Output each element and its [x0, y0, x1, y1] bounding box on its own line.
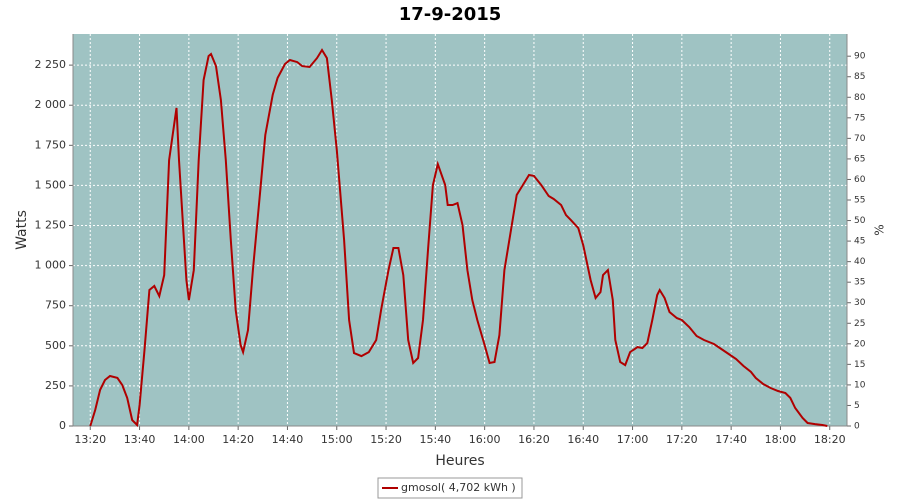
y2-tick-label: 5: [854, 401, 860, 411]
y-tick-label: 0: [59, 419, 66, 432]
y2-tick-label: 35: [854, 278, 865, 288]
y2-tick-label: 50: [854, 216, 866, 226]
y2-tick-label: 70: [854, 134, 866, 144]
y2-tick-label: 65: [854, 154, 865, 164]
x-tick-label: 16:20: [518, 433, 550, 446]
x-tick-label: 17:20: [666, 433, 698, 446]
x-tick-label: 18:20: [814, 433, 846, 446]
x-tick-label: 17:40: [715, 433, 747, 446]
y2-tick-label: 85: [854, 72, 865, 82]
y2-tick-label: 55: [854, 196, 865, 206]
y-tick-label: 2 250: [35, 58, 67, 71]
y-tick-label: 750: [45, 299, 66, 312]
x-tick-label: 15:40: [419, 433, 451, 446]
x-tick-label: 15:00: [321, 433, 353, 446]
y2-axis-label: %: [873, 224, 887, 235]
x-tick-label: 16:40: [567, 433, 599, 446]
x-tick-label: 16:00: [469, 433, 501, 446]
chart-title: 17-9-2015: [399, 4, 502, 25]
y2-tick-label: 90: [854, 52, 866, 62]
y2-tick-label: 30: [854, 298, 866, 308]
x-tick-label: 14:00: [173, 433, 205, 446]
y2-tick-label: 0: [854, 422, 860, 432]
y2-tick-label: 45: [854, 237, 865, 247]
y2-tick-label: 15: [854, 360, 865, 370]
x-tick-label: 17:00: [617, 433, 649, 446]
x-tick-label: 15:20: [370, 433, 402, 446]
x-tick-label: 13:20: [74, 433, 106, 446]
x-axis-label: Heures: [435, 453, 484, 469]
y2-tick-label: 20: [854, 339, 866, 349]
x-tick-label: 18:00: [765, 433, 797, 446]
legend-box: [377, 477, 523, 499]
series-line: [89, 48, 828, 428]
y2-tick-label: 75: [854, 113, 865, 123]
x-tick-label: 14:40: [272, 433, 304, 446]
x-tick-label: 13:40: [124, 433, 156, 446]
y-axis-label: Watts: [14, 210, 30, 250]
y2-tick-label: 60: [854, 175, 866, 185]
y2-tick-label: 40: [854, 257, 866, 267]
y-tick-label: 1 000: [35, 259, 67, 272]
y-tick-label: 2 000: [35, 98, 67, 111]
legend: gmosol( 4,702 kWh ): [377, 477, 523, 499]
y-tick-label: 1 750: [35, 138, 67, 151]
y-tick-label: 1 500: [35, 178, 67, 191]
y2-tick-label: 25: [854, 319, 865, 329]
y2-tick-label: 80: [854, 93, 866, 103]
x-tick-label: 14:20: [222, 433, 254, 446]
y-tick-label: 500: [45, 339, 66, 352]
y-tick-label: 1 250: [35, 219, 67, 232]
y-tick-label: 250: [45, 379, 66, 392]
y2-tick-label: 10: [854, 380, 866, 390]
legend-label: gmosol( 4,702 kWh ): [401, 481, 516, 494]
